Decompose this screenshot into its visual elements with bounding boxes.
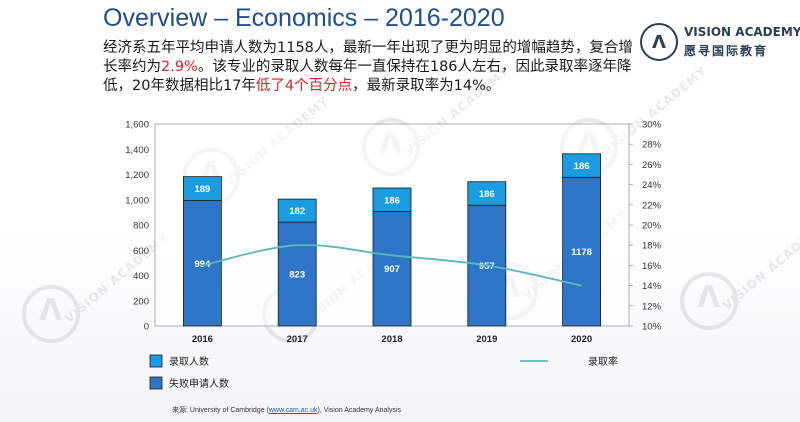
y-right-tick-label: 20% (642, 221, 662, 232)
y-right-tick-label: 24% (642, 180, 662, 191)
legend-swatch-failed (149, 376, 163, 390)
x-category-label: 2018 (381, 334, 402, 345)
y-right-tick-label: 30% (642, 120, 662, 131)
y-right-tick-label: 16% (642, 261, 662, 272)
bar-admitted (562, 153, 601, 178)
summary-segment: 。该专业的录取人数每年一直保持在186人左右，因此录取率逐年降低，20年数据相比… (103, 59, 632, 94)
bar-label-admitted: 182 (289, 206, 305, 217)
logo-name: VISION ACADEMY (684, 25, 800, 39)
legend-label-admitted: 录取人数 (169, 355, 209, 368)
bar-label-failed: 957 (479, 261, 495, 272)
bar-admitted (467, 181, 507, 206)
bar-failed-applicants (277, 221, 317, 327)
bar-admitted (182, 176, 222, 201)
y-right-tick-label: 28% (642, 140, 662, 151)
logo-chinese-name: 愿寻国际教育 (684, 44, 769, 58)
source-prefix: 来源: University of Cambridge ( (172, 407, 269, 414)
bar-admitted (372, 187, 412, 212)
brand-logo: Λ VISION ACADEMY 愿寻国际教育 (640, 23, 800, 63)
y-left-tick-label: 0 (144, 322, 149, 333)
y-right-tick-label: 14% (642, 281, 662, 292)
bar-label-admitted: 186 (479, 189, 495, 200)
bar-failed-applicants (562, 176, 601, 327)
bar-label-failed: 823 (289, 270, 305, 281)
y-right-tick-label: 26% (642, 160, 662, 171)
summary-highlight: 2.9% (161, 59, 198, 75)
y-left-tick-label: 1,000 (125, 195, 149, 206)
page-title: Overview – Economics – 2016-2020 (103, 4, 505, 32)
source-note: 来源: University of Cambridge (www.cam.ac.… (172, 405, 401, 415)
admission-rate-line (202, 244, 582, 287)
bar-label-admitted: 186 (574, 161, 590, 172)
x-category-label: 2020 (571, 334, 592, 345)
bar-label-admitted: 186 (384, 195, 400, 206)
y-left-tick-label: 1,600 (125, 120, 149, 131)
summary-segment: ，最新录取率为14%。 (352, 78, 501, 94)
y-right-tick-label: 22% (642, 200, 662, 211)
source-link[interactable]: www.cam.ac.uk (268, 407, 318, 414)
legend-label-rate: 录取率 (588, 355, 618, 368)
y-left-tick-label: 200 (133, 296, 149, 307)
y-left-tick-label: 1,200 (125, 170, 149, 181)
bar-label-failed: 907 (384, 264, 400, 275)
x-category-label: 2017 (287, 334, 308, 345)
summary-highlight: 低了4个百分点 (255, 78, 353, 94)
summary-segment: 经济系五年平均申请人数为1158人，最新一年出现了更为明显的增幅趋势，复合增长率… (103, 40, 633, 75)
legend-swatch-admitted (149, 354, 163, 368)
y-left-tick-label: 600 (133, 246, 149, 257)
x-category-label: 2016 (192, 334, 213, 345)
y-left-tick-label: 400 (133, 271, 149, 282)
y-left-tick-label: 800 (133, 221, 149, 232)
bar-label-failed: 994 (194, 259, 211, 270)
logo-icon: Λ (640, 23, 678, 61)
summary-text: 经济系五年平均申请人数为1158人，最新一年出现了更为明显的增幅趋势，复合增长率… (103, 39, 633, 96)
y-left-tick-label: 1,400 (125, 145, 149, 156)
bar-admitted (277, 198, 317, 223)
legend-label-failed: 失败申请人数 (169, 377, 229, 390)
y-right-tick-label: 10% (642, 322, 662, 333)
y-right-tick-label: 18% (642, 241, 662, 252)
bar-label-failed: 1178 (571, 247, 592, 258)
x-category-label: 2019 (476, 334, 497, 345)
source-suffix: ), Vision Academy Analysis (317, 407, 402, 414)
y-right-tick-label: 12% (642, 301, 662, 312)
bar-label-admitted: 189 (194, 184, 210, 195)
bar-failed-applicants (372, 211, 412, 327)
